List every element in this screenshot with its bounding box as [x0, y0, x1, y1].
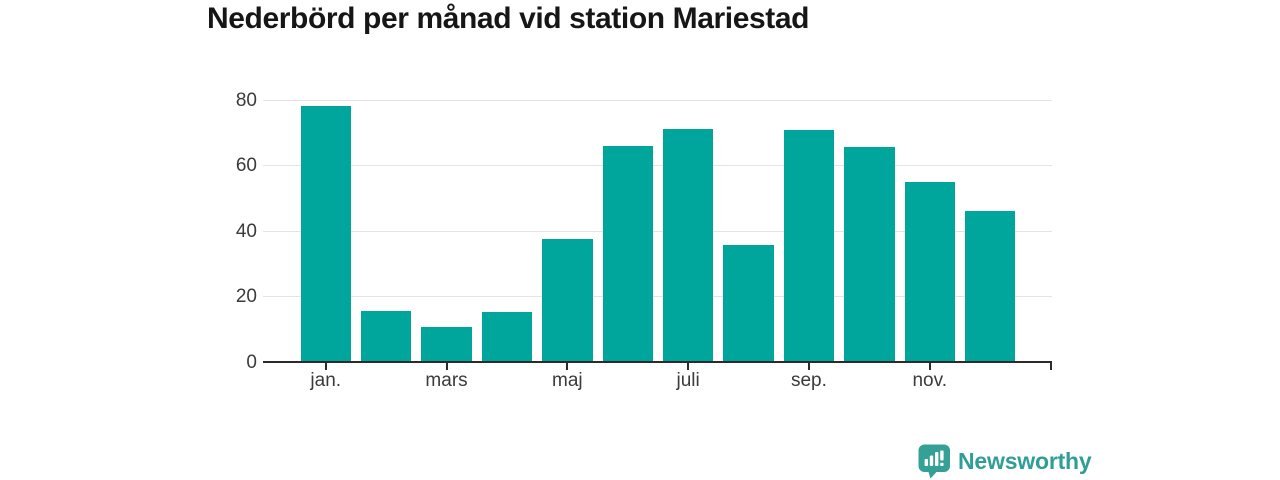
- gridline-y20: [263, 296, 1052, 298]
- bar-sep: [783, 129, 835, 361]
- x-axis-line: [263, 361, 1052, 363]
- x-tick-label-jan: jan.: [310, 370, 342, 391]
- y-tick-label-40: 40: [235, 220, 257, 242]
- newsworthy-brand-name: Newsworthy: [958, 448, 1092, 474]
- bar-april: [481, 312, 533, 361]
- x-tick-maj: [566, 363, 569, 370]
- x-tick-label-juli: juli: [676, 370, 700, 391]
- y-tick-label-20: 20: [235, 286, 257, 308]
- x-tick-mars: [445, 363, 448, 370]
- bar-mars: [421, 326, 472, 361]
- gridline-y80: [263, 99, 1052, 101]
- x-tick-juli: [687, 363, 690, 370]
- gridline-y60: [263, 165, 1052, 167]
- bar-feb: [360, 311, 412, 361]
- x-tick-label-maj: maj: [552, 370, 583, 391]
- newsworthy-brand-link[interactable]: Newsworthy: [918, 444, 1092, 479]
- bar-nov: [904, 182, 955, 361]
- plot-area: [263, 60, 1052, 370]
- x-tick-sep: [807, 363, 810, 370]
- y-tick-label-0: 0: [246, 352, 257, 373]
- bar-aug: [723, 244, 774, 361]
- bar-juli: [662, 129, 714, 361]
- y-tick-label-60: 60: [235, 155, 257, 177]
- x-tick-label-sep: sep.: [790, 370, 827, 391]
- bar-maj: [542, 239, 593, 361]
- bar-jan: [300, 105, 351, 361]
- x-tick-label-nov: nov.: [912, 370, 947, 391]
- bar-dec: [964, 210, 1016, 361]
- x-tick-label-mars: mars: [425, 370, 468, 391]
- chart-title: Nederbörd per månad vid station Mariesta…: [207, 2, 810, 35]
- x-tick-nov: [928, 363, 931, 370]
- bar-juni: [602, 145, 653, 361]
- y-tick-label-80: 80: [235, 89, 257, 111]
- x-axis-end-tick: [1050, 363, 1052, 370]
- bar-okt: [844, 146, 895, 361]
- x-tick-jan: [324, 363, 327, 370]
- gridline-y40: [263, 230, 1052, 232]
- newsworthy-chart-bubble-icon: [918, 444, 1092, 479]
